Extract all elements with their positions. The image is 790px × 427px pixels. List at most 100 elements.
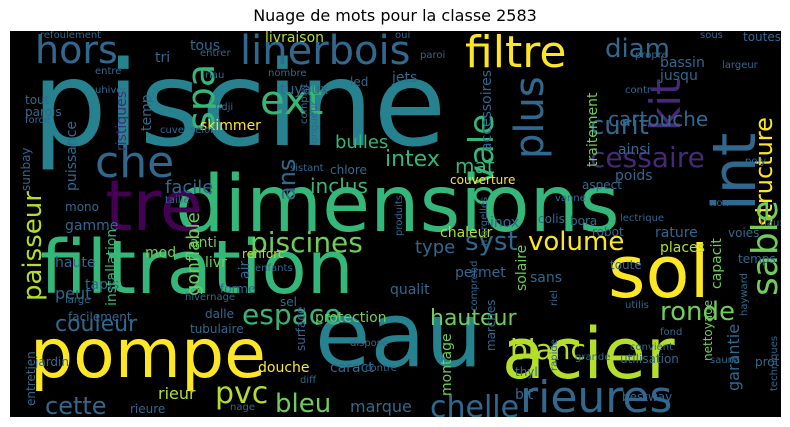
- cloud-word: inclus: [310, 174, 368, 198]
- cloud-word: entrer: [200, 48, 231, 59]
- cloud-word: chaleur: [440, 225, 493, 241]
- cloud-word: protection: [315, 310, 387, 326]
- cloud-word: chlore: [330, 163, 367, 177]
- cloud-word: mono: [65, 200, 99, 214]
- cloud-word: parois: [25, 105, 62, 119]
- cloud-word: dispose: [350, 338, 389, 349]
- cloud-word: force: [25, 115, 51, 126]
- cloud-word: produits: [394, 195, 405, 236]
- cloud-word: tuyaux: [280, 82, 329, 98]
- page-title: Nuage de mots pour la classe 2583: [253, 6, 537, 25]
- cloud-word: livr: [205, 255, 227, 271]
- cloud-word: tubulaire: [190, 322, 244, 336]
- cloud-word: hors: [35, 31, 118, 72]
- cloud-word: poly: [745, 156, 767, 167]
- cloud-word: riel: [549, 290, 560, 306]
- cloud-word: piscine: [32, 35, 447, 173]
- cloud-word: nombre: [268, 68, 307, 79]
- cloud-word: sable: [745, 200, 781, 296]
- cloud-word: linerbois: [240, 31, 411, 74]
- cloud-word: cuve: [160, 125, 184, 136]
- cloud-word: mat: [455, 154, 495, 178]
- cloud-word: grande: [575, 352, 611, 363]
- cloud-word: qualit: [390, 282, 430, 298]
- cloud-word: convient: [630, 342, 674, 353]
- cloud-word: mod: [145, 245, 177, 261]
- cloud-word: rature: [655, 225, 698, 241]
- cloud-word: gonflable: [183, 212, 204, 296]
- cloud-word: poids: [615, 168, 653, 184]
- cloud-word: contre: [365, 363, 397, 374]
- cloud-word: cartouche: [608, 107, 709, 131]
- cloud-word: hauteur: [430, 306, 517, 331]
- cloud-word: sous: [700, 31, 723, 41]
- cloud-word: tre: [105, 165, 203, 247]
- cloud-word: skimmer: [200, 118, 261, 134]
- cloud-word: margelles: [479, 196, 490, 246]
- cloud-word: diam: [605, 34, 670, 64]
- cloud-word: bora: [570, 214, 598, 228]
- cloud-word: selon: [190, 125, 217, 136]
- cloud-word: filtre: [465, 31, 567, 78]
- cloud-word: acier: [502, 313, 675, 395]
- cloud-word: led: [350, 75, 369, 89]
- cloud-word: contr: [625, 85, 651, 96]
- cloud-word: tapis: [85, 277, 120, 293]
- cloud-word: oui: [395, 31, 411, 41]
- cloud-word: puissance: [64, 121, 80, 191]
- cloud-word: plus: [507, 76, 553, 159]
- cloud-word: haute: [55, 255, 96, 271]
- cloud-word: bulles: [335, 132, 389, 153]
- cloud-word: forme: [220, 282, 256, 296]
- cloud-word: utilis: [625, 300, 649, 311]
- cloud-word: tous: [190, 38, 221, 54]
- cloud-word: rieures: [520, 372, 673, 418]
- word-cloud: piscine dimensions filtration eau pompe acier…: [10, 31, 781, 417]
- cloud-word: chelle: [430, 390, 520, 418]
- cloud-word: capacit: [709, 238, 725, 289]
- cloud-word: couleur: [55, 312, 138, 337]
- cloud-word: fidji: [215, 102, 234, 113]
- cloud-word: utilisation: [620, 352, 679, 366]
- cloud-word: sans: [530, 270, 563, 286]
- cloud-word: rapide: [549, 339, 560, 371]
- cloud-word: air: [237, 260, 253, 279]
- cloud-word: colis: [538, 212, 565, 226]
- cloud-word: eau: [315, 283, 483, 388]
- cloud-word: propre: [635, 50, 668, 61]
- cloud-word: temps: [738, 252, 776, 266]
- cloud-word: livraison: [265, 31, 325, 46]
- cloud-word: hayward: [739, 273, 750, 316]
- cloud-word: refoulement: [40, 31, 102, 41]
- cloud-word: thyl: [515, 365, 538, 379]
- cloud-word: renforc: [242, 247, 285, 261]
- cloud-word: tout: [25, 93, 50, 107]
- cloud-word: filtration: [40, 225, 354, 311]
- cloud-word: robot: [592, 225, 624, 239]
- cloud-word: surface: [294, 306, 308, 351]
- cloud-word: dalle: [205, 307, 235, 321]
- cloud-word: marches: [484, 299, 498, 351]
- cloud-word: nettoyage: [701, 299, 715, 361]
- cloud-word: fond: [660, 327, 683, 338]
- cloud-word: places: [660, 240, 705, 256]
- cloud-word: voies: [728, 226, 760, 240]
- cloud-word: toutes: [743, 31, 781, 44]
- cloud-word: inox: [490, 215, 520, 231]
- cloud-word: couverture: [450, 173, 516, 187]
- cloud-word: permet: [455, 265, 506, 281]
- cloud-word: comprend: [469, 260, 480, 311]
- cloud-word: facile: [165, 177, 214, 198]
- cloud-word: uhiver: [95, 85, 127, 96]
- cloud-word: anti: [190, 235, 217, 251]
- cloud-word: riau: [205, 70, 225, 81]
- cloud-word: ristiques: [114, 91, 130, 151]
- cloud-word: tri: [155, 50, 171, 66]
- cloud-word: accessoires: [479, 70, 495, 151]
- cloud-word: syst: [465, 227, 518, 257]
- cloud-word: jets: [392, 70, 418, 86]
- cloud-word: pompe: [30, 315, 267, 394]
- cloud-word: paisseur: [18, 191, 48, 301]
- cloud-word: bleu: [275, 389, 332, 417]
- cloud-word: non: [710, 198, 729, 209]
